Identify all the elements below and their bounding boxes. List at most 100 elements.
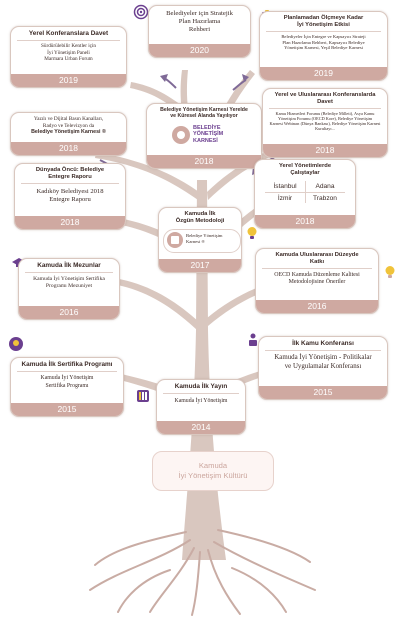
card-body-line: Programı Mezuniyet bbox=[45, 283, 93, 290]
card-body-line: Kamuda İyi Yönetişim bbox=[174, 398, 228, 405]
card-2016-graduates: Kamuda İlk Mezunlar Kamuda İyi Yönetişim… bbox=[18, 258, 120, 320]
card-2018-media: Yazılı ve Dijital Basın Kanalları, Radyo… bbox=[10, 112, 127, 156]
root-line: İyi Yönetişim Kültürü bbox=[178, 471, 248, 480]
divider bbox=[305, 181, 306, 203]
city-label: İstanbul bbox=[273, 183, 297, 190]
card-title-line: Davet bbox=[317, 98, 333, 105]
card-body-line: Kadıköy Belediyesi 2018 bbox=[36, 187, 104, 195]
card-body-line: Plan Hazırlama bbox=[178, 18, 221, 25]
card-body-line: Belediyeler İçin Entegre ve Kapsayıcı St… bbox=[281, 33, 366, 39]
card-body-line: Belediyeler için Stratejik bbox=[166, 10, 233, 17]
logo-text: BELEDİYE bbox=[193, 125, 221, 131]
card-2019-planning: Planlamadan Ölçmeye Kadar İyi Yönetişim … bbox=[259, 11, 388, 81]
divider bbox=[262, 268, 372, 269]
divider bbox=[17, 40, 120, 41]
card-title: Yerel Konferanslara Davet bbox=[28, 30, 109, 37]
year-label: 2016 bbox=[19, 306, 119, 319]
year-label: 2018 bbox=[147, 155, 261, 168]
divider bbox=[17, 371, 117, 372]
city-label: İzmir bbox=[265, 192, 305, 204]
badge-text: Belediye Yönetişim bbox=[186, 233, 223, 238]
root-line: Kamuda bbox=[198, 461, 228, 470]
card-title-line: Belediye Yönetişim Karnesi Yerelde bbox=[160, 107, 248, 113]
year-label: 2015 bbox=[259, 386, 387, 399]
logo-text: YÖNETİŞİM bbox=[193, 131, 224, 138]
year-label: 2017 bbox=[159, 259, 241, 272]
year-label: 2015 bbox=[11, 403, 123, 416]
year-label: 2020 bbox=[149, 44, 250, 57]
divider bbox=[21, 183, 119, 184]
year-label: 2019 bbox=[260, 67, 387, 80]
city-label: Trabzon bbox=[305, 192, 345, 204]
card-body-line: Kurultayı... bbox=[315, 126, 335, 132]
card-body-line: Plan Hazırlama Rehberi, Kapsayıcı Beledi… bbox=[282, 39, 365, 45]
card-2018-workshops: Yerel Yönetimlerde Çalıştaylar İstanbul … bbox=[254, 159, 356, 229]
card-title-line: Çalıştaylar bbox=[290, 169, 320, 176]
card-2018-conferences: Yerel ve Uluslararası Konferanslarda Dav… bbox=[262, 88, 388, 158]
year-label: 2018 bbox=[263, 144, 387, 157]
card-body-line: Sertifika Programı bbox=[45, 382, 89, 389]
divider bbox=[25, 272, 113, 273]
target-icon bbox=[133, 4, 149, 20]
card-body-line: Kamuda İyi Yönetişim - Politikalar bbox=[274, 354, 372, 362]
conference-icon bbox=[249, 333, 257, 346]
card-title-line: Kamuda Uluslararası Düzeyde bbox=[275, 252, 359, 258]
card-body-line: Yazılı ve Dijital Basın Kanalları, bbox=[33, 116, 104, 122]
lightbulb-icon bbox=[247, 227, 257, 239]
card-2014-publication: Kamuda İlk Yayın Kamuda İyi Yönetişim 20… bbox=[156, 379, 246, 435]
card-title: Kamuda İlk Yayın bbox=[174, 383, 228, 390]
divider bbox=[163, 393, 239, 394]
card-title-line: Yerel ve Uluslararası Konferanslarda bbox=[274, 92, 376, 98]
card-title: Kamuda İlk Sertifika Programı bbox=[21, 361, 113, 368]
card-body-line: Marmara Urban Forum bbox=[44, 56, 93, 63]
divider bbox=[266, 31, 381, 32]
city-grid: İstanbul Adana İzmir Trabzon bbox=[265, 181, 345, 203]
year-label: 2019 bbox=[11, 74, 126, 87]
card-title-line: Özgün Metodoloji bbox=[175, 217, 225, 224]
card-body-line: Karnesi Webinarı (Dünya Bankası), Beledi… bbox=[269, 121, 381, 126]
logo-text: KARNESİ bbox=[193, 137, 218, 144]
card-title: Kamuda İlk Mezunlar bbox=[37, 262, 101, 269]
card-body-line: Kamuda İyi Yönetişim Sertifika bbox=[33, 276, 105, 283]
card-body-line: Radyo ve Televizyon da bbox=[42, 122, 95, 129]
card-body-line: Kamu Hizmetleri Forumu (Belediye Milleti… bbox=[275, 110, 375, 116]
card-2019-local-conferences: Yerel Konferanslara Davet Sürdürülebilir… bbox=[10, 26, 127, 88]
methodology-badge: Belediye Yönetişim Karnesi ® bbox=[163, 229, 241, 253]
year-label: 2014 bbox=[157, 421, 245, 434]
card-body-line: Entegre Raporu bbox=[49, 195, 91, 203]
divider bbox=[265, 350, 381, 351]
city-label: Adana bbox=[315, 183, 335, 190]
card-2016-international: Kamuda Uluslararası Düzeyde Katkı OECD K… bbox=[255, 248, 379, 314]
card-title-line: Dünyada Öncü: Belediye bbox=[35, 167, 105, 173]
card-body-line: Yönetişim Forumu (OECD Kore), Belediye Y… bbox=[277, 115, 373, 121]
card-2018-integrated-report: Dünyada Öncü: Belediye Entegre Raporu Ka… bbox=[14, 163, 126, 230]
card-body-line: ve Uygulamalar Konferansı bbox=[284, 362, 362, 370]
card-title: İlk Kamu Konferansı bbox=[292, 340, 354, 347]
report-card-icon bbox=[167, 232, 183, 248]
report-card-logo: BELEDİYE YÖNETİŞİM KARNESİ bbox=[171, 124, 239, 146]
card-body-line: OECD Kamuda Düzenleme Kalitesi bbox=[274, 271, 360, 278]
card-body-line: İyi Yönetişim Paneli bbox=[47, 49, 90, 56]
card-2020: Belediyeler için Stratejik Plan Hazırlam… bbox=[148, 5, 251, 58]
divider bbox=[269, 108, 381, 109]
card-body-line: Rehberi bbox=[188, 26, 211, 33]
card-title-line: Yerel Yönetimlerde bbox=[278, 163, 332, 169]
card-2018-report-card-spread: Belediye Yönetişim Karnesi Yerelde ve Kü… bbox=[146, 103, 262, 169]
card-body-line: Kamuda İyi Yönetişim bbox=[40, 375, 94, 382]
card-title-line: Katkı bbox=[309, 258, 325, 265]
card-2017-methodology: Kamuda İlk Özgün Metodoloji Belediye Yön… bbox=[158, 207, 242, 273]
card-2015-conference: İlk Kamu Konferansı Kamuda İyi Yönetişim… bbox=[258, 336, 388, 400]
card-body-line: Metodolojisine Öneriler bbox=[288, 278, 346, 285]
certificate-icon bbox=[9, 337, 23, 351]
card-title-line: Entegre Raporu bbox=[48, 173, 92, 180]
logo-mark-icon bbox=[172, 126, 190, 144]
card-title-line: İyi Yönetişim Etkisi bbox=[297, 21, 350, 28]
year-label: 2018 bbox=[15, 216, 125, 229]
card-title-line: Planlamadan Ölçmeye Kadar bbox=[283, 15, 364, 21]
year-label: 2016 bbox=[256, 300, 378, 313]
book-icon bbox=[137, 390, 149, 402]
card-body-line: Yönetişim Karnesi, Yeşil Belediye Karnes… bbox=[284, 45, 363, 51]
year-label: 2018 bbox=[11, 142, 126, 155]
year-label: 2018 bbox=[255, 215, 355, 228]
card-body-line: Belediye Yönetişim Karnesi ® bbox=[31, 129, 106, 136]
